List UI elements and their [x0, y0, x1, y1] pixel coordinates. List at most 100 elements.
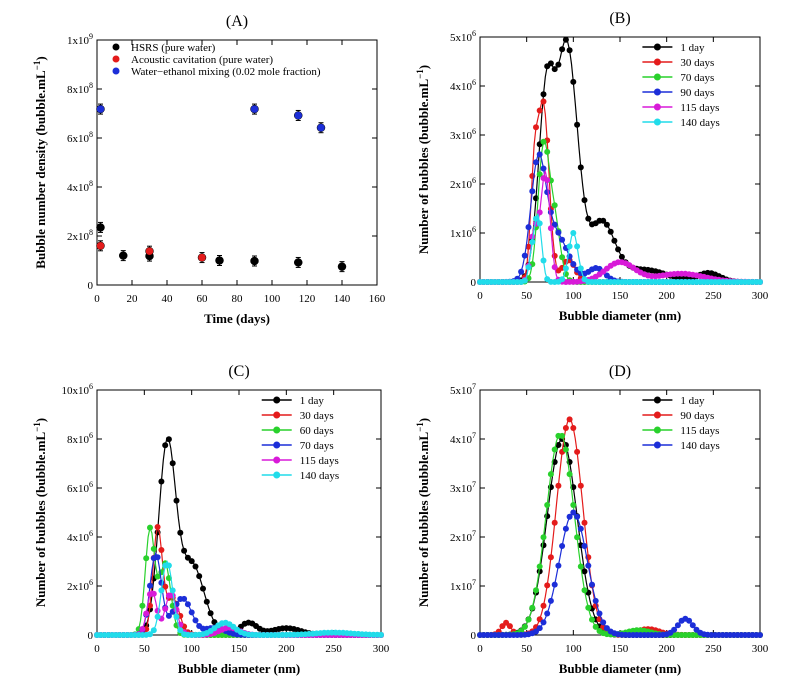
legend-marker — [653, 88, 661, 96]
data-point — [544, 502, 551, 508]
data-point — [570, 261, 577, 267]
data-point — [551, 446, 558, 453]
data-point — [585, 562, 592, 569]
data-point — [611, 237, 618, 244]
data-point — [506, 623, 513, 630]
y-tick-label: 2x107 — [450, 529, 476, 544]
data-point — [551, 264, 558, 271]
data-point — [158, 579, 165, 586]
series-line — [480, 511, 760, 636]
data-point — [574, 448, 581, 455]
data-point — [154, 573, 161, 580]
data-point — [533, 124, 539, 131]
y-tick-label: 2x106 — [450, 176, 476, 191]
data-point — [145, 246, 154, 256]
data-point — [551, 581, 558, 588]
data-point — [165, 612, 172, 619]
data-point — [533, 159, 539, 166]
data-point — [589, 616, 595, 623]
data-point — [197, 253, 207, 262]
data-point — [551, 221, 558, 228]
legend-marker — [273, 426, 281, 434]
series-markers — [94, 562, 384, 638]
data-point — [566, 243, 573, 250]
data-point — [139, 602, 146, 609]
y-tick-label: 0 — [471, 277, 477, 289]
x-tick-label: 250 — [705, 290, 722, 302]
data-point — [559, 46, 566, 53]
data-point — [566, 416, 573, 423]
data-point — [154, 613, 161, 620]
data-point — [203, 598, 210, 605]
y-tick-label: 0 — [471, 630, 477, 642]
x-tick-label: 60 — [197, 293, 209, 305]
series-markers — [94, 524, 384, 638]
legend-marker — [112, 67, 120, 75]
legend-label: 115 days — [680, 425, 719, 437]
data-point — [154, 554, 161, 561]
data-point — [540, 534, 547, 541]
data-point — [177, 529, 184, 536]
data-point — [596, 610, 603, 617]
legend-label: 90 days — [680, 410, 714, 422]
data-point — [757, 279, 763, 285]
data-point — [555, 61, 562, 68]
data-point — [544, 148, 551, 155]
data-point — [618, 253, 625, 260]
data-point — [559, 236, 566, 243]
legend-label: 140 days — [300, 470, 339, 482]
data-point — [165, 562, 172, 569]
data-point — [686, 617, 693, 624]
data-point — [570, 509, 577, 516]
y-tick-label: 8x106 — [67, 431, 93, 446]
legend-marker — [273, 396, 281, 404]
x-tick-label: 0 — [477, 643, 483, 655]
y-axis-title: Bubble number density (bubble.mL−1) — [32, 56, 48, 268]
x-tick-label: 150 — [612, 643, 629, 655]
x-axis-title: Bubble diameter (nm) — [178, 661, 301, 676]
x-tick-label: 0 — [477, 290, 483, 302]
y-tick-label: 1x107 — [450, 578, 476, 593]
data-point — [581, 568, 588, 575]
data-point — [147, 582, 153, 589]
data-point — [378, 631, 384, 638]
data-point — [169, 587, 176, 594]
legend-label: 30 days — [300, 410, 334, 422]
data-point — [603, 221, 610, 228]
x-tick-label: 80 — [232, 293, 244, 305]
x-tick-label: 50 — [521, 643, 533, 655]
data-point — [158, 547, 165, 553]
y-tick-label: 1x106 — [450, 225, 476, 240]
data-point — [181, 595, 188, 602]
data-point — [521, 252, 528, 259]
y-tick-label: 2x106 — [67, 578, 93, 593]
data-point — [555, 562, 562, 569]
data-point — [184, 601, 191, 608]
data-point — [529, 604, 536, 611]
legend-label: 1 day — [680, 42, 705, 54]
data-point — [589, 581, 595, 588]
data-point — [96, 104, 105, 114]
x-tick-label: 50 — [521, 290, 533, 302]
x-tick-label: 200 — [658, 643, 675, 655]
x-tick-label: 200 — [658, 290, 675, 302]
data-point — [570, 502, 577, 508]
legend-marker — [273, 411, 281, 419]
data-point — [547, 597, 554, 604]
x-tick-label: 250 — [325, 643, 342, 655]
series-markers — [94, 436, 384, 638]
legend-label: 115 days — [680, 102, 719, 114]
data-point — [169, 460, 176, 467]
y-tick-label: 0 — [88, 630, 94, 642]
data-point — [529, 188, 536, 195]
x-tick-label: 40 — [162, 293, 174, 305]
data-point — [147, 631, 153, 638]
data-point — [585, 215, 592, 222]
y-axis-title: Number of bubbles (bubble.mL−1) — [415, 65, 431, 254]
y-tick-label: 1x109 — [67, 32, 93, 47]
data-point — [536, 625, 543, 632]
data-point — [547, 60, 554, 67]
series-markers — [477, 215, 763, 285]
y-tick-label: 4x107 — [450, 431, 476, 446]
panel-label: (A) — [226, 13, 248, 30]
